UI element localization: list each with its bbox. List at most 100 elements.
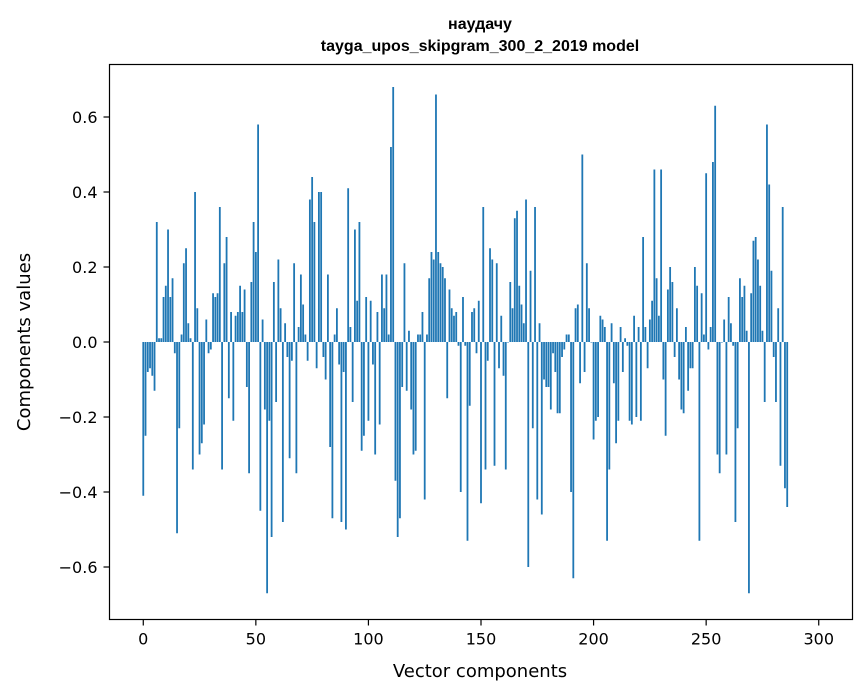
bar	[225, 237, 228, 342]
y-tick-label: −0.6	[59, 558, 98, 577]
bar	[232, 342, 235, 421]
bar	[606, 342, 608, 541]
bar	[378, 342, 381, 425]
bar	[768, 184, 771, 342]
bar	[414, 342, 417, 451]
bar	[696, 285, 699, 342]
bar	[507, 342, 509, 343]
bar	[736, 342, 739, 429]
bar	[455, 312, 458, 342]
bar	[207, 342, 210, 354]
bar	[732, 342, 735, 346]
bar	[173, 342, 176, 354]
bar	[212, 293, 214, 342]
bar	[678, 342, 681, 380]
bar	[725, 342, 728, 455]
bar	[248, 342, 250, 474]
bar	[572, 342, 575, 579]
bar	[567, 334, 570, 342]
y-axis-ticks: −0.6 −0.4 −0.2 0.0 0.2 0.4 0.6	[59, 108, 110, 577]
bar	[250, 282, 253, 342]
bar	[252, 222, 255, 342]
bar	[536, 342, 539, 500]
bar	[531, 342, 534, 429]
bar	[272, 282, 275, 342]
bar	[288, 342, 291, 459]
bar	[396, 342, 399, 537]
bar	[444, 278, 446, 342]
bar	[245, 342, 248, 387]
bar	[430, 252, 433, 342]
y-tick-label: 0.0	[72, 333, 97, 352]
bar	[200, 342, 203, 444]
bar	[153, 342, 156, 391]
bar	[408, 330, 410, 342]
bar	[417, 334, 419, 342]
bar	[687, 342, 690, 391]
bar	[329, 342, 332, 447]
bar	[723, 319, 726, 342]
bar	[432, 259, 435, 342]
bar	[392, 87, 395, 342]
x-tick-label: 200	[578, 630, 609, 649]
bar	[619, 327, 622, 342]
bar	[495, 263, 498, 342]
bar	[268, 342, 271, 421]
bar	[295, 342, 298, 474]
bar	[556, 342, 559, 414]
bar	[660, 169, 663, 342]
bar	[689, 342, 692, 369]
bar	[178, 342, 181, 429]
bar	[142, 342, 145, 496]
x-tick-label: 0	[138, 630, 148, 649]
bar	[549, 342, 552, 410]
bar	[390, 147, 392, 342]
x-tick-label: 150	[466, 630, 497, 649]
bar	[372, 342, 374, 365]
bar	[669, 267, 672, 342]
bar	[745, 330, 748, 342]
bar	[320, 192, 323, 342]
bar	[750, 293, 753, 342]
bar	[482, 207, 485, 342]
bar	[347, 188, 350, 342]
bar	[327, 274, 329, 342]
bar	[360, 342, 363, 451]
bar	[167, 229, 169, 342]
bar	[570, 342, 572, 492]
bar	[322, 342, 325, 357]
bar	[448, 289, 451, 342]
bar	[603, 327, 606, 342]
bar	[351, 342, 354, 402]
bar	[673, 342, 676, 357]
bar	[286, 342, 289, 357]
y-tick-label: 0.4	[72, 183, 97, 202]
y-tick-label: −0.4	[59, 483, 98, 502]
bar	[394, 342, 397, 481]
bar	[381, 274, 383, 342]
bar	[543, 342, 545, 380]
bar	[583, 342, 586, 372]
bar	[491, 259, 494, 342]
bar	[498, 342, 500, 369]
bar	[635, 342, 638, 417]
bar	[383, 308, 386, 342]
bar	[727, 297, 730, 342]
bar	[236, 312, 239, 342]
bar	[642, 237, 645, 342]
bar	[374, 342, 377, 455]
bar	[293, 263, 296, 342]
bars-group	[142, 87, 789, 594]
bar	[707, 342, 710, 350]
bar	[671, 282, 674, 342]
bar	[270, 342, 273, 537]
bar	[518, 285, 521, 342]
bar	[545, 342, 548, 387]
bar	[214, 297, 217, 342]
bar	[158, 338, 160, 342]
bar	[405, 342, 408, 391]
bar	[410, 342, 413, 410]
bar	[513, 218, 516, 342]
bar	[331, 342, 334, 519]
